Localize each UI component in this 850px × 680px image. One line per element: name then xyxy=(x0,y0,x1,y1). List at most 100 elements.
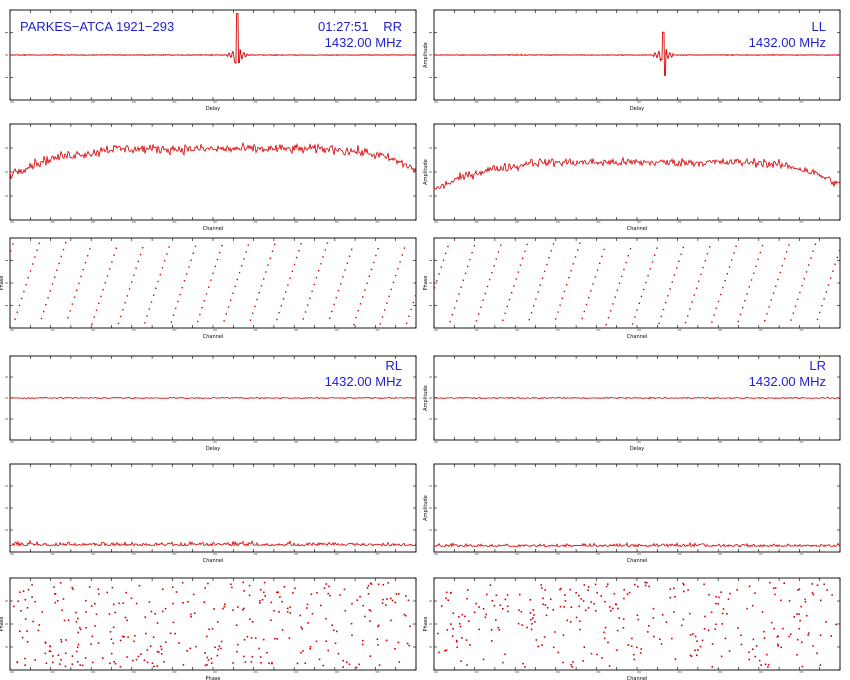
phase-point xyxy=(207,659,210,661)
phase-point xyxy=(339,594,341,596)
phase-point xyxy=(260,285,263,287)
phase-point xyxy=(720,655,723,658)
phase-point xyxy=(737,627,739,629)
phase-point xyxy=(748,658,750,661)
x-axis-title: Phase xyxy=(206,676,221,680)
phase-point xyxy=(673,274,676,276)
phase-point xyxy=(143,659,146,662)
phase-point xyxy=(801,665,804,668)
x-axis-title: Channel xyxy=(627,226,648,232)
phase-point xyxy=(603,631,605,634)
phase-point xyxy=(687,589,689,591)
phase-point xyxy=(727,598,730,600)
phase-point xyxy=(306,607,308,609)
phase-point xyxy=(367,593,370,595)
phase-point xyxy=(286,611,289,613)
phase-point xyxy=(45,304,47,306)
phase-point xyxy=(190,613,192,616)
phase-point xyxy=(311,613,314,615)
phase-point xyxy=(54,276,56,278)
phase-point xyxy=(323,587,326,589)
phase-point xyxy=(368,275,370,277)
phase-point xyxy=(71,586,73,589)
phase-point xyxy=(262,638,265,641)
amplitude-trace xyxy=(433,541,841,548)
phase-point xyxy=(554,631,556,633)
phase-point xyxy=(47,297,49,299)
phase-point xyxy=(377,583,380,586)
phase-point xyxy=(346,661,348,663)
phase-point xyxy=(397,641,400,644)
phase-point xyxy=(214,265,216,268)
phase-point xyxy=(625,261,627,264)
phase-point xyxy=(373,261,375,264)
phase-point xyxy=(78,282,80,285)
phase-point xyxy=(172,602,174,605)
phase-point xyxy=(511,292,513,294)
phase-point xyxy=(52,661,54,664)
phase-point xyxy=(258,291,260,294)
phase-point xyxy=(504,653,506,656)
phase-point xyxy=(673,587,675,590)
phase-point xyxy=(153,294,155,296)
phase-point xyxy=(59,582,62,584)
phase-point xyxy=(572,661,574,663)
amplitude-trace xyxy=(9,141,417,180)
phase-point xyxy=(359,595,361,598)
phase-point xyxy=(720,293,722,296)
phase-point xyxy=(65,242,67,244)
phase-point xyxy=(590,290,592,292)
phase-point xyxy=(32,620,34,623)
phase-point xyxy=(299,614,302,617)
phase-point xyxy=(337,290,340,292)
phase-point xyxy=(539,284,541,286)
phase-point xyxy=(274,637,276,640)
phase-point xyxy=(388,295,390,297)
phase-point xyxy=(460,660,462,662)
phase-point xyxy=(531,623,533,625)
phase-point xyxy=(669,588,672,590)
phase-point xyxy=(607,317,610,319)
phase-point xyxy=(823,583,825,586)
phase-point xyxy=(739,313,742,316)
phase-point xyxy=(368,609,371,611)
phase-point xyxy=(798,627,801,630)
phase-point xyxy=(145,632,147,635)
panel-RL-phase: Phase Phase xyxy=(0,577,417,680)
phase-point xyxy=(348,255,351,257)
phase-point xyxy=(156,650,159,653)
phase-point xyxy=(557,311,559,313)
phase-point xyxy=(91,661,94,664)
phase-point xyxy=(796,654,798,656)
phase-point xyxy=(534,620,536,623)
phase-point xyxy=(24,664,26,666)
phase-point xyxy=(696,654,698,657)
y-axis-title: Amplitude xyxy=(423,159,429,185)
phase-point xyxy=(227,306,230,308)
phase-point xyxy=(662,308,665,311)
phase-point xyxy=(647,275,649,277)
phase-point xyxy=(91,323,93,325)
panels: Delay Delay Amplitude Channel Channel Amplitu… xyxy=(0,9,841,680)
phase-point xyxy=(301,628,304,630)
phase-point xyxy=(542,597,544,600)
phase-point xyxy=(282,298,285,300)
phase-point xyxy=(90,643,92,645)
phase-point xyxy=(711,666,714,668)
phase-point xyxy=(81,664,84,667)
phase-point xyxy=(76,661,79,663)
phase-point xyxy=(582,600,585,602)
phase-point xyxy=(724,280,726,282)
phase-point xyxy=(351,634,353,637)
phase-point xyxy=(774,593,776,596)
phase-point xyxy=(95,309,98,311)
phase-point xyxy=(206,656,209,659)
phase-point xyxy=(234,285,236,288)
phase-point xyxy=(540,584,542,586)
panel-LR-phase: Channel Phase xyxy=(423,577,841,680)
phase-point xyxy=(557,651,560,654)
phase-point xyxy=(452,628,454,630)
phase-point xyxy=(246,635,249,638)
phase-point xyxy=(819,664,822,666)
phase-point xyxy=(699,645,702,648)
